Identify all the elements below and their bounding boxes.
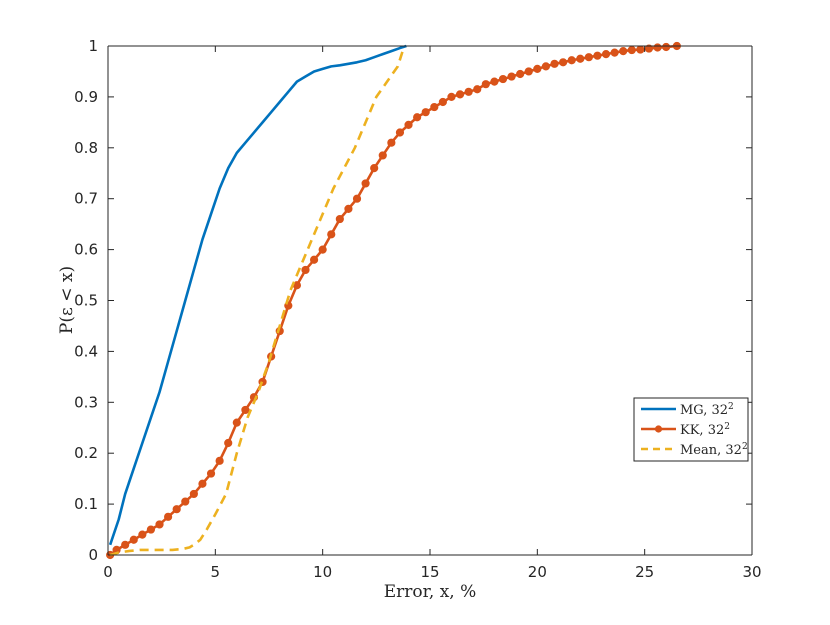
y-ticks: 0 0.1 0.2 0.3 0.4 0.5 0.6 0.7 0.8 0.9 1: [74, 37, 752, 564]
series-marker: [232, 418, 241, 427]
series-marker: [352, 194, 362, 203]
series-marker: [181, 497, 190, 506]
series-marker: [464, 87, 473, 96]
series-marker: [558, 58, 568, 67]
series-marker: [155, 520, 164, 529]
series-marker: [636, 45, 645, 54]
series-marker: [318, 245, 327, 254]
series-marker: [619, 46, 628, 56]
y-tick-label: 1: [88, 37, 98, 55]
legend-label-text: KK, 32: [680, 423, 724, 438]
series-marker: [404, 120, 413, 129]
series-marker: [550, 59, 559, 68]
x-ticks: 0 5 10 15 20 25 30: [103, 46, 762, 581]
series-marker: [644, 44, 654, 53]
series-marker: [241, 405, 250, 415]
series-marker: [524, 67, 533, 76]
x-tick-label: 20: [528, 563, 547, 581]
y-tick-label: 0.5: [74, 292, 98, 310]
legend-label-text: Mean, 32: [680, 443, 742, 458]
series-marker: [498, 74, 508, 84]
series-marker: [653, 43, 662, 52]
series-marker: [610, 48, 619, 57]
series-marker: [146, 525, 156, 534]
y-tick-label: 0.4: [74, 342, 98, 360]
series-marker: [378, 151, 387, 160]
x-tick-label: 15: [420, 563, 439, 581]
y-tick-label: 0.3: [74, 393, 98, 411]
series-marker: [593, 51, 602, 60]
y-tick-label: 0.2: [74, 444, 98, 462]
legend-label-superscript: 2: [742, 442, 748, 452]
legend-label: MG, 322: [680, 402, 734, 418]
series-marker: [438, 97, 447, 107]
series-marker: [576, 54, 585, 63]
series-marker: [395, 128, 405, 137]
x-tick-label: 0: [103, 563, 113, 581]
y-tick-label: 0.7: [74, 190, 98, 208]
series-marker: [309, 255, 319, 264]
series-marker: [447, 92, 456, 102]
legend-label-superscript: 2: [728, 402, 734, 412]
legend-label: Mean, 322: [680, 442, 748, 458]
series-marker: [198, 479, 207, 488]
series-marker: [507, 72, 516, 81]
series-marker: [413, 113, 422, 122]
y-tick-label: 0.1: [74, 495, 98, 513]
series-marker: [533, 64, 542, 74]
series-marker: [301, 265, 310, 275]
series-marker: [473, 85, 482, 94]
series-marker: [138, 530, 147, 539]
series-marker: [481, 80, 490, 89]
x-tick-label: 30: [742, 563, 761, 581]
x-tick-label: 10: [313, 563, 332, 581]
plot-area: [108, 46, 752, 555]
series-marker: [224, 438, 233, 448]
series-marker: [455, 90, 465, 99]
series-marker: [627, 45, 636, 55]
series-marker: [387, 138, 396, 147]
series-marker: [129, 535, 138, 544]
series-marker: [490, 77, 499, 86]
series-marker: [421, 108, 430, 117]
series-marker: [189, 489, 198, 499]
series-marker: [172, 505, 181, 514]
series-marker: [584, 53, 593, 62]
series-marker: [215, 456, 224, 465]
series-marker: [516, 69, 525, 79]
series-marker: [662, 42, 671, 52]
legend-label-superscript: 2: [724, 422, 730, 432]
x-tick-label: 5: [211, 563, 221, 581]
series-layer: [106, 41, 681, 560]
y-tick-label: 0: [88, 546, 98, 564]
x-axis-title: Error, x, %: [384, 582, 477, 602]
series-line-2: [109, 45, 406, 557]
legend-swatch-marker: [654, 425, 663, 433]
series-marker: [344, 204, 353, 213]
y-tick-label: 0.6: [74, 241, 98, 259]
legend-label-text: MG, 32: [680, 403, 728, 418]
y-tick-label: 0.8: [74, 139, 98, 157]
y-tick-label: 0.9: [74, 88, 98, 106]
series-marker: [327, 230, 336, 239]
series-marker: [335, 214, 344, 224]
series-marker: [601, 50, 611, 59]
series-marker: [430, 102, 439, 112]
series-marker: [370, 164, 379, 173]
series-marker: [361, 179, 370, 188]
x-tick-label: 25: [635, 563, 654, 581]
series-line-0: [108, 44, 407, 546]
series-marker: [121, 540, 130, 549]
series-marker: [206, 469, 216, 478]
series-marker: [567, 56, 576, 65]
y-axis-title: P(ε < x): [57, 266, 77, 334]
legend-label: KK, 322: [680, 422, 730, 438]
series-marker: [541, 62, 551, 71]
series-marker: [164, 512, 173, 521]
